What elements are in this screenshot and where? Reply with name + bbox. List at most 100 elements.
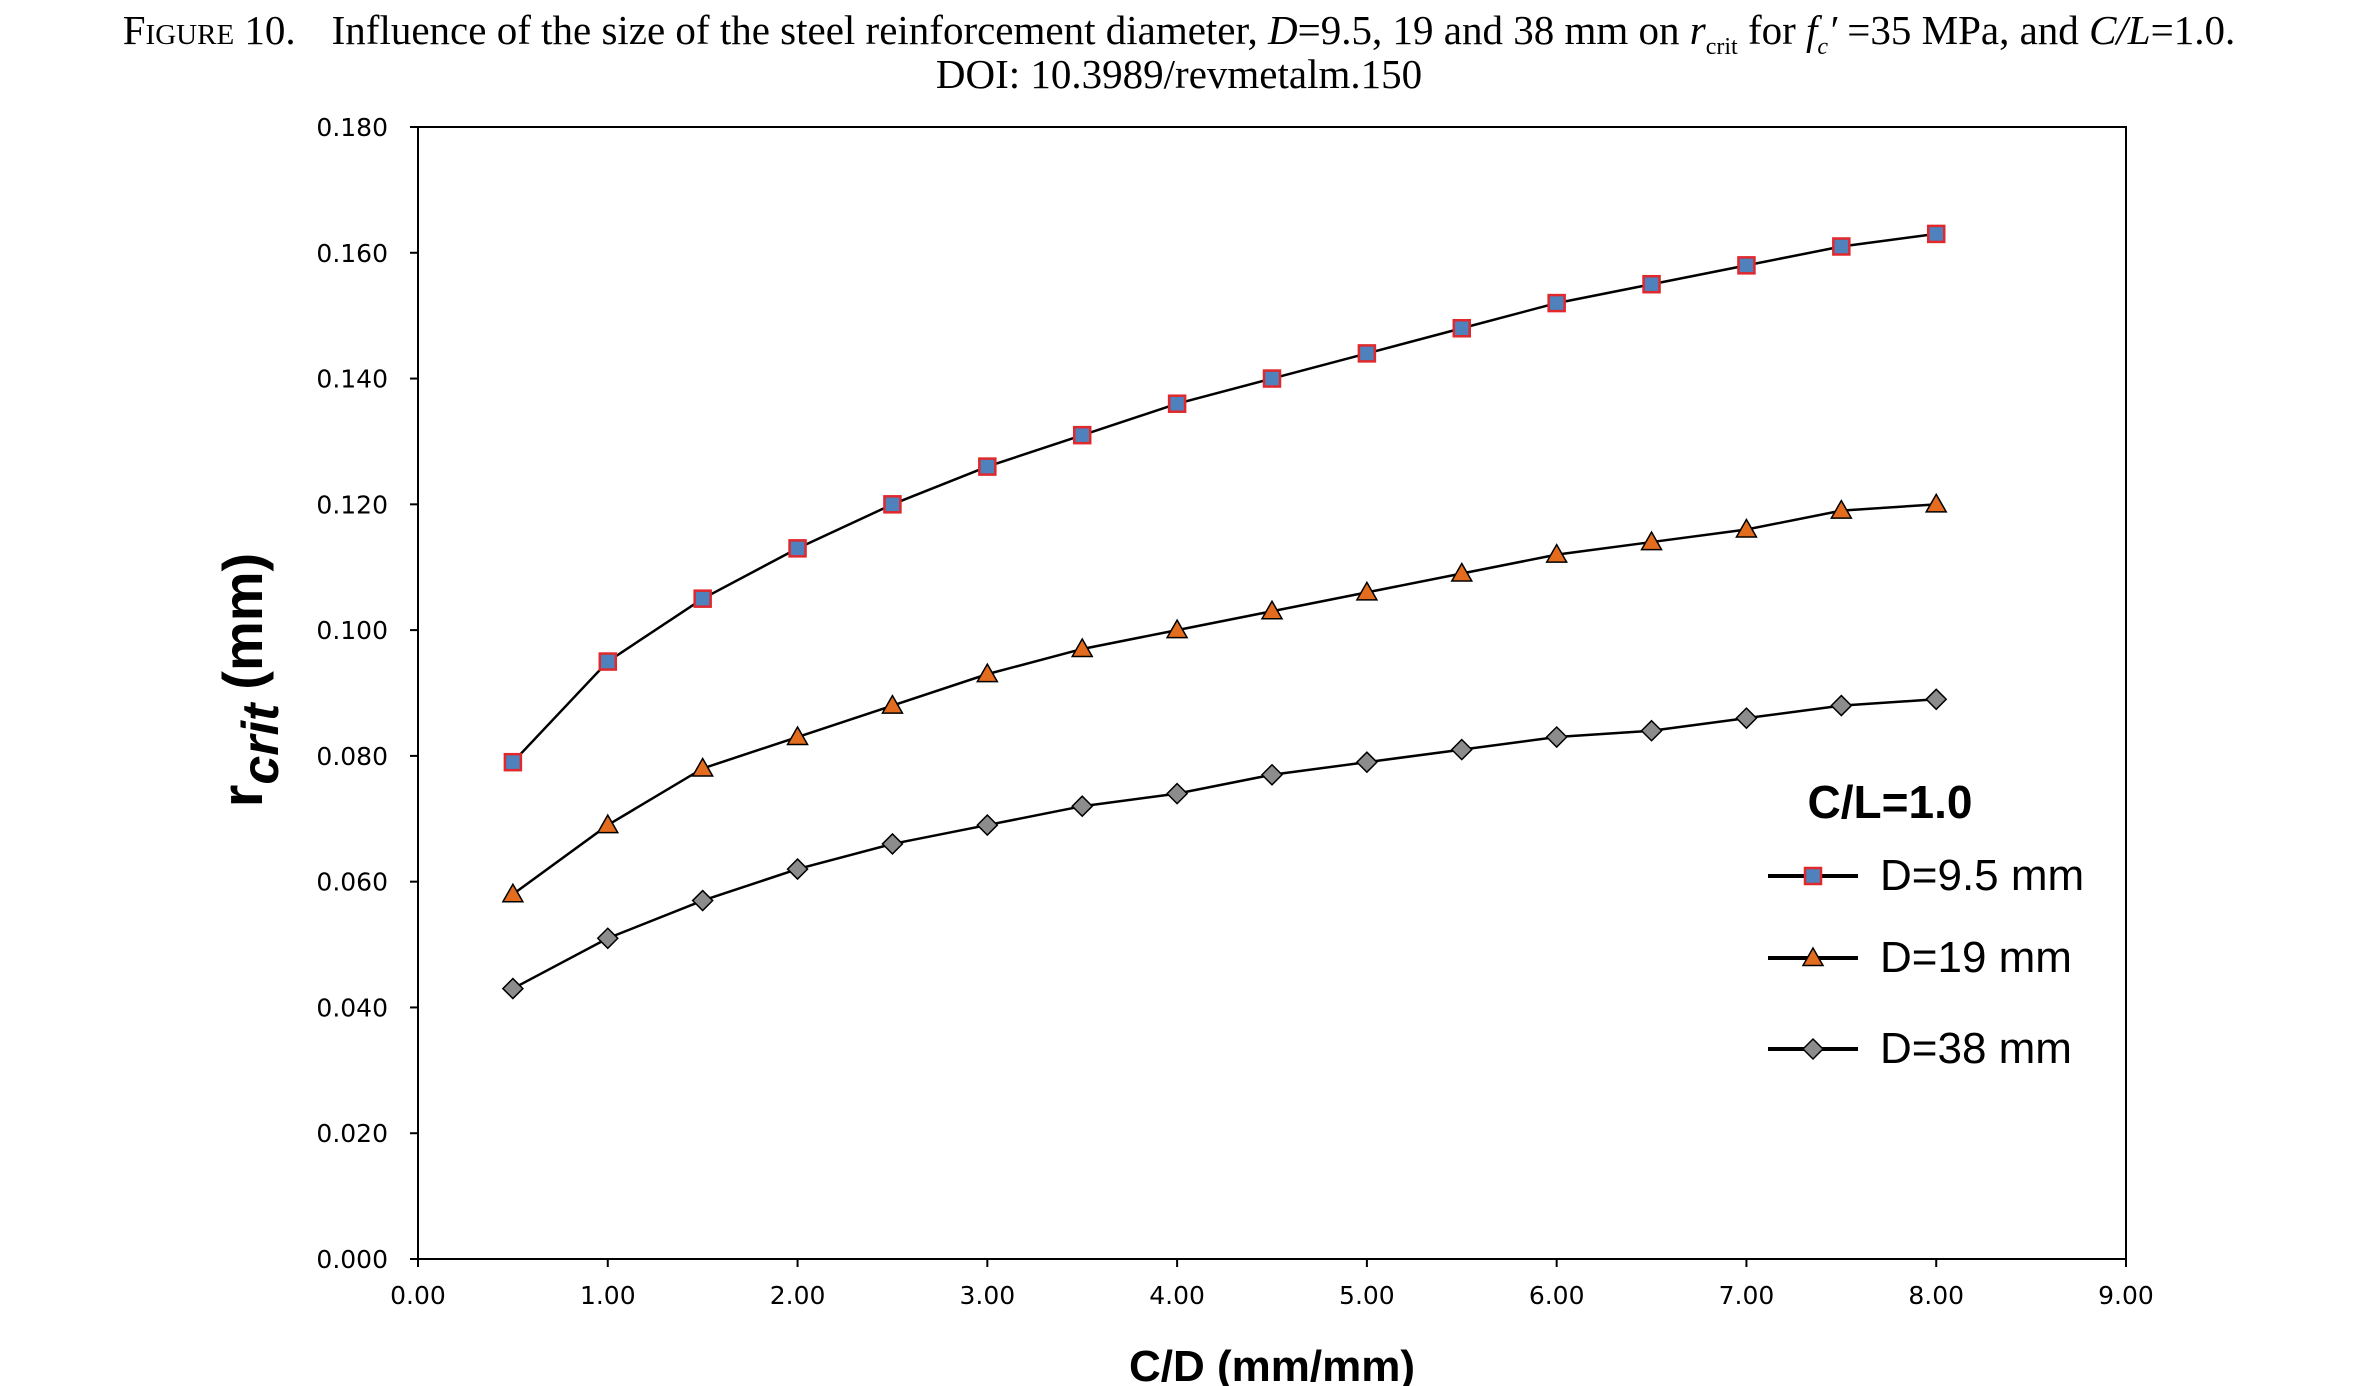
data-point: [1165, 618, 1189, 639]
series-line: [512, 503, 1937, 896]
legend-marker: [1801, 1037, 1825, 1061]
x-axis: 0.00 1.00 2.00 3.00 4.00 5.00 6.00 7.00 8.00 9.00: [390, 1259, 2154, 1310]
svg-text:rcrit(mm): rcrit (mm): [210, 553, 290, 807]
series-2: [501, 492, 1948, 903]
data-point: [1355, 580, 1379, 601]
data-point: [976, 814, 999, 837]
data-point: [596, 927, 619, 950]
data-point: [1832, 237, 1851, 256]
data-point: [1070, 637, 1094, 658]
data-point: [1547, 293, 1566, 313]
data-point: [501, 977, 524, 1000]
plot-area-frame: [417, 126, 2127, 1260]
data-point: [881, 832, 904, 855]
data-point: [1545, 543, 1568, 563]
caption-d-values: =9.5, 19 and 38 mm on: [1297, 7, 1680, 53]
data-point: [501, 882, 525, 903]
data-point: [1166, 782, 1189, 805]
series-line: [511, 232, 1937, 764]
data-point: [596, 813, 620, 834]
legend-marker: [1801, 946, 1825, 967]
x-tick-label: 7.00: [1719, 1281, 1775, 1310]
data-point: [691, 889, 714, 912]
caption-cl-symbol: C/L: [2089, 7, 2151, 53]
caption-text: Influence of the size of the steel reinf…: [331, 7, 1258, 53]
data-point: [1072, 425, 1092, 445]
data-point: [786, 725, 809, 746]
data-point: [503, 752, 523, 772]
data-point: [788, 539, 807, 558]
x-tick-label: 1.00: [580, 1281, 636, 1310]
data-point: [883, 495, 902, 514]
data-point: [598, 652, 618, 671]
data-point: [881, 694, 904, 714]
data-point: [1737, 256, 1756, 275]
x-tick-label: 8.00: [1908, 1281, 1964, 1310]
data-point: [1926, 224, 1946, 244]
data-point: [1735, 517, 1758, 538]
y-axis-label-unit: (mm): [211, 553, 274, 690]
data-point: [1830, 694, 1853, 717]
legend-title: C/L=1.0: [1808, 776, 1973, 828]
caption-f-subscript: c: [1817, 34, 1829, 60]
x-tick-label: 0.00: [390, 1281, 446, 1310]
caption-f-value: =35 MPa, and: [1847, 7, 2079, 53]
data-point: [1735, 707, 1758, 730]
data-point: [1830, 499, 1853, 519]
x-tick-label: 2.00: [770, 1281, 826, 1310]
x-tick-label: 3.00: [959, 1281, 1015, 1310]
data-point: [1071, 795, 1094, 818]
data-point: [1452, 318, 1472, 338]
data-point: [1450, 738, 1473, 761]
x-tick-label: 5.00: [1339, 1281, 1395, 1310]
data-point: [976, 662, 999, 683]
legend-label: D=9.5 mm: [1880, 851, 2084, 900]
series-line: [512, 698, 1937, 990]
caption-r-symbol: r: [1689, 7, 1706, 53]
data-point: [693, 589, 712, 608]
y-tick-label: 0.140: [316, 365, 388, 394]
x-axis-label: C/D (mm/mm): [1129, 1342, 1415, 1386]
y-tick-label: 0.000: [316, 1245, 388, 1274]
data-point: [1167, 394, 1187, 413]
data-point: [1925, 688, 1948, 711]
y-tick-label: 0.120: [316, 490, 388, 519]
y-tick-label: 0.100: [316, 616, 388, 645]
caption-d-symbol: D: [1268, 7, 1298, 53]
y-tick-label: 0.060: [316, 868, 388, 897]
data-point: [978, 457, 997, 476]
y-tick-label: 0.080: [316, 742, 388, 771]
data-point: [1260, 599, 1284, 620]
caption-f-symbol: f: [1806, 7, 1818, 53]
y-tick-label: 0.180: [316, 113, 388, 142]
x-tick-label: 9.00: [2098, 1281, 2154, 1310]
data-point: [691, 756, 714, 777]
y-axis: 0.000 0.020 0.040 0.060 0.080 0.100 0.120 0.140…: [316, 113, 418, 1274]
caption-f-prime: ′: [1828, 7, 1838, 53]
y-axis-label-main: r: [210, 785, 275, 808]
y-tick-label: 0.040: [316, 993, 388, 1022]
data-point: [1924, 492, 1948, 513]
series-1: [503, 224, 1946, 772]
legend-marker: [1803, 866, 1823, 886]
caption-line-1: Figure 10. Influence of the size of the s…: [0, 8, 2358, 70]
y-axis-label: rcrit (mm): [210, 553, 290, 807]
legend: C/L=1.0 D=9.5 mm D=19 mm D=38 mm: [1768, 776, 2084, 1073]
legend-label: D=19 mm: [1880, 933, 2072, 982]
data-point: [1260, 763, 1284, 786]
data-point: [1640, 530, 1663, 551]
data-point: [1640, 719, 1663, 742]
legend-label: D=38 mm: [1880, 1024, 2072, 1073]
y-axis-label-sub: crit: [232, 701, 290, 785]
y-tick-label: 0.160: [316, 239, 388, 268]
data-point: [1642, 274, 1661, 294]
data-point: [1262, 369, 1282, 388]
data-point: [1357, 344, 1377, 363]
caption-doi: DOI: 10.3989/revmetalm.150: [935, 51, 1423, 97]
caption-r-subscript: crit: [1705, 34, 1738, 60]
series-layer: [501, 224, 1948, 1000]
y-tick-label: 0.020: [316, 1119, 388, 1148]
caption-for: for: [1747, 7, 1796, 53]
data-point: [786, 858, 809, 881]
